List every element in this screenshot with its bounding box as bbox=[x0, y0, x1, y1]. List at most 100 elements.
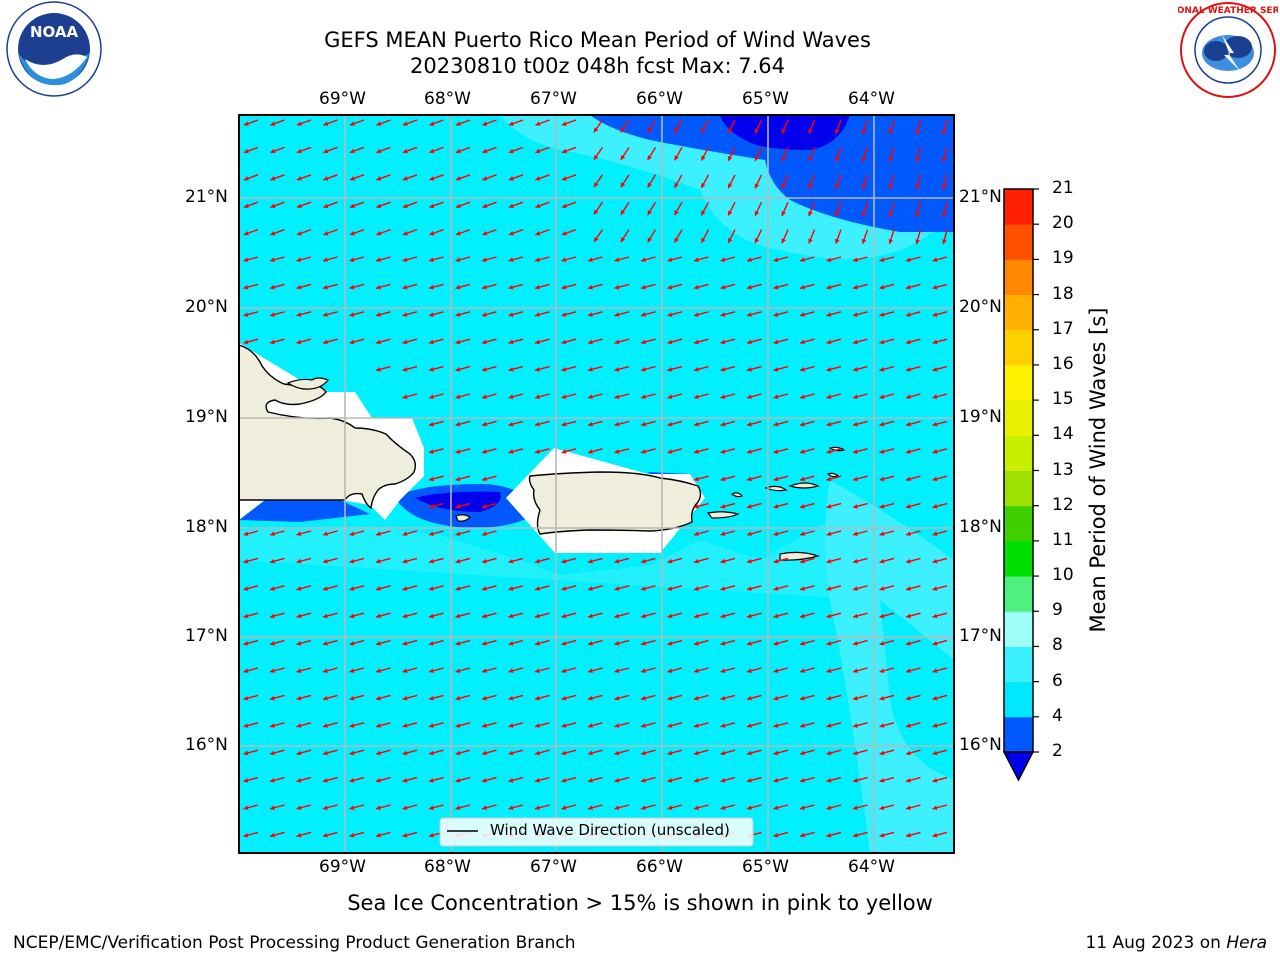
wind-wave-arrowhead bbox=[482, 668, 487, 674]
wind-wave-arrowhead bbox=[588, 723, 593, 728]
wind-wave-arrowhead bbox=[932, 641, 938, 646]
tortola-island bbox=[788, 482, 820, 489]
wind-wave-arrowhead bbox=[647, 155, 652, 161]
wind-wave-arrowhead bbox=[349, 531, 355, 537]
wind-wave-arrowhead bbox=[694, 750, 699, 756]
wind-wave-arrowhead bbox=[906, 449, 911, 454]
nws-logo: NATIONAL WEATHER SERVICE bbox=[1178, 2, 1278, 98]
wind-wave-arrowhead bbox=[853, 284, 858, 290]
wind-wave-arrowhead bbox=[694, 558, 699, 564]
wind-wave-arrowhead bbox=[349, 121, 355, 126]
wind-wave-arrowhead bbox=[429, 203, 435, 209]
wind-wave-arrowhead bbox=[429, 668, 434, 674]
wind-wave-arrowhead bbox=[482, 695, 487, 701]
contour-under-north bbox=[720, 115, 850, 150]
wind-wave-arrowhead bbox=[508, 176, 514, 181]
wind-wave-arrowhead bbox=[561, 421, 567, 427]
wind-wave-arrowhead bbox=[455, 312, 461, 317]
wind-wave-arrowhead bbox=[588, 668, 593, 674]
wind-wave-arrowhead bbox=[243, 339, 249, 345]
wind-wave-arrowhead bbox=[620, 237, 626, 243]
wind-wave-arrowhead bbox=[429, 613, 434, 619]
wind-wave-arrowhead bbox=[508, 750, 514, 756]
wind-wave-arrowhead bbox=[694, 476, 699, 482]
wind-wave-arrowhead bbox=[773, 558, 779, 564]
wind-wave-arrowhead bbox=[270, 148, 276, 154]
wind-wave-arrowhead bbox=[270, 750, 275, 756]
colorbar-segment bbox=[1004, 611, 1033, 647]
lon-label-bottom: 68°W bbox=[424, 857, 471, 877]
wind-wave-arrowhead bbox=[588, 778, 593, 783]
lat-label-right: 18°N bbox=[959, 517, 1002, 537]
wind-wave-arrowhead bbox=[535, 312, 540, 317]
wind-wave-arrowhead bbox=[561, 230, 567, 236]
wind-wave-arrowhead bbox=[593, 209, 599, 215]
wind-wave-arrowhead bbox=[508, 367, 514, 372]
wind-wave-arrowhead bbox=[879, 723, 885, 728]
wind-wave-arrowhead bbox=[747, 421, 752, 427]
wind-wave-arrowhead bbox=[773, 394, 779, 400]
wind-wave-arrowhead bbox=[720, 394, 726, 400]
wind-wave-arrowhead bbox=[728, 155, 733, 161]
wind-wave-arrowhead bbox=[323, 641, 328, 646]
wind-wave-arrowhead bbox=[455, 531, 461, 537]
wind-wave-arrowhead bbox=[641, 778, 646, 783]
wind-wave-arrowhead bbox=[455, 668, 461, 674]
wind-wave-arrowhead bbox=[482, 284, 487, 290]
wind-wave-arrowhead bbox=[853, 805, 858, 811]
wind-wave-arrowhead bbox=[720, 668, 726, 674]
wind-wave-arrowhead bbox=[455, 121, 461, 126]
vieques-island bbox=[706, 511, 740, 519]
chart-title-line2: 20230810 t00z 048h fcst Max: 7.64 bbox=[410, 54, 785, 78]
colorbar-segment bbox=[1004, 294, 1033, 331]
contour-south-band bbox=[239, 520, 870, 600]
wind-wave-arrowhead bbox=[588, 312, 593, 317]
legend-label: Wind Wave Direction (unscaled) bbox=[490, 821, 730, 839]
wind-wave-arrowhead bbox=[800, 832, 805, 838]
wind-wave-arrowhead bbox=[482, 805, 487, 811]
wind-wave-arrowhead bbox=[614, 641, 620, 646]
anegada-island bbox=[826, 472, 840, 478]
wind-wave-arrowhead bbox=[781, 183, 786, 189]
wind-wave-arrowhead bbox=[906, 641, 911, 646]
wind-wave-arrowhead bbox=[773, 668, 779, 674]
wind-wave-arrowhead bbox=[593, 236, 599, 242]
wind-wave-arrowhead bbox=[561, 613, 567, 619]
wind-wave-arrowhead bbox=[853, 312, 858, 317]
colorbar-tick-label: 17 bbox=[1052, 318, 1074, 339]
wind-wave-arrowhead bbox=[781, 238, 786, 244]
wind-wave-arrowhead bbox=[853, 531, 858, 537]
wind-wave-arrowhead bbox=[853, 778, 858, 783]
wind-wave-arrowhead bbox=[879, 668, 885, 674]
wind-wave-arrowhead bbox=[701, 155, 706, 161]
colorbar-segment bbox=[1004, 435, 1033, 471]
wind-wave-arrowhead bbox=[747, 339, 752, 345]
wind-wave-arrowhead bbox=[667, 421, 673, 427]
wind-wave-arrowhead bbox=[588, 284, 593, 290]
wind-wave-arrowhead bbox=[535, 641, 540, 646]
wind-wave-arrowhead bbox=[561, 805, 567, 811]
wind-wave-arrowhead bbox=[243, 723, 249, 728]
wind-wave-arrowhead bbox=[932, 531, 938, 537]
footer-date-text: 11 Aug 2023 on bbox=[1085, 933, 1227, 953]
chart-title-line1: GEFS MEAN Puerto Rico Mean Period of Win… bbox=[324, 28, 871, 52]
wind-wave-arrowhead bbox=[482, 257, 487, 263]
wind-wave-arrowhead bbox=[747, 504, 752, 509]
wind-wave-arrowhead bbox=[620, 209, 626, 215]
colorbar-tick-label: 10 bbox=[1052, 565, 1074, 586]
wind-wave-arrowhead bbox=[614, 421, 620, 427]
wind-wave-arrowhead bbox=[879, 504, 885, 509]
wind-wave-arrowhead bbox=[429, 312, 434, 317]
wind-wave-arrowhead bbox=[561, 148, 567, 154]
wind-wave-arrowhead bbox=[296, 312, 302, 317]
wind-wave-arrowhead bbox=[754, 128, 760, 134]
wind-wave-arrowhead bbox=[429, 367, 434, 372]
wind-wave-arrowhead bbox=[879, 832, 885, 838]
wind-wave-arrowhead bbox=[773, 723, 779, 728]
wind-wave-arrowhead bbox=[614, 805, 620, 811]
wind-wave-arrowhead bbox=[641, 367, 646, 372]
wind-wave-arrowhead bbox=[482, 339, 487, 345]
wind-wave-arrowhead bbox=[835, 238, 840, 244]
lon-label-bottom: 69°W bbox=[319, 857, 366, 877]
sea-ice-note: Sea Ice Concentration > 15% is shown in … bbox=[347, 891, 933, 915]
